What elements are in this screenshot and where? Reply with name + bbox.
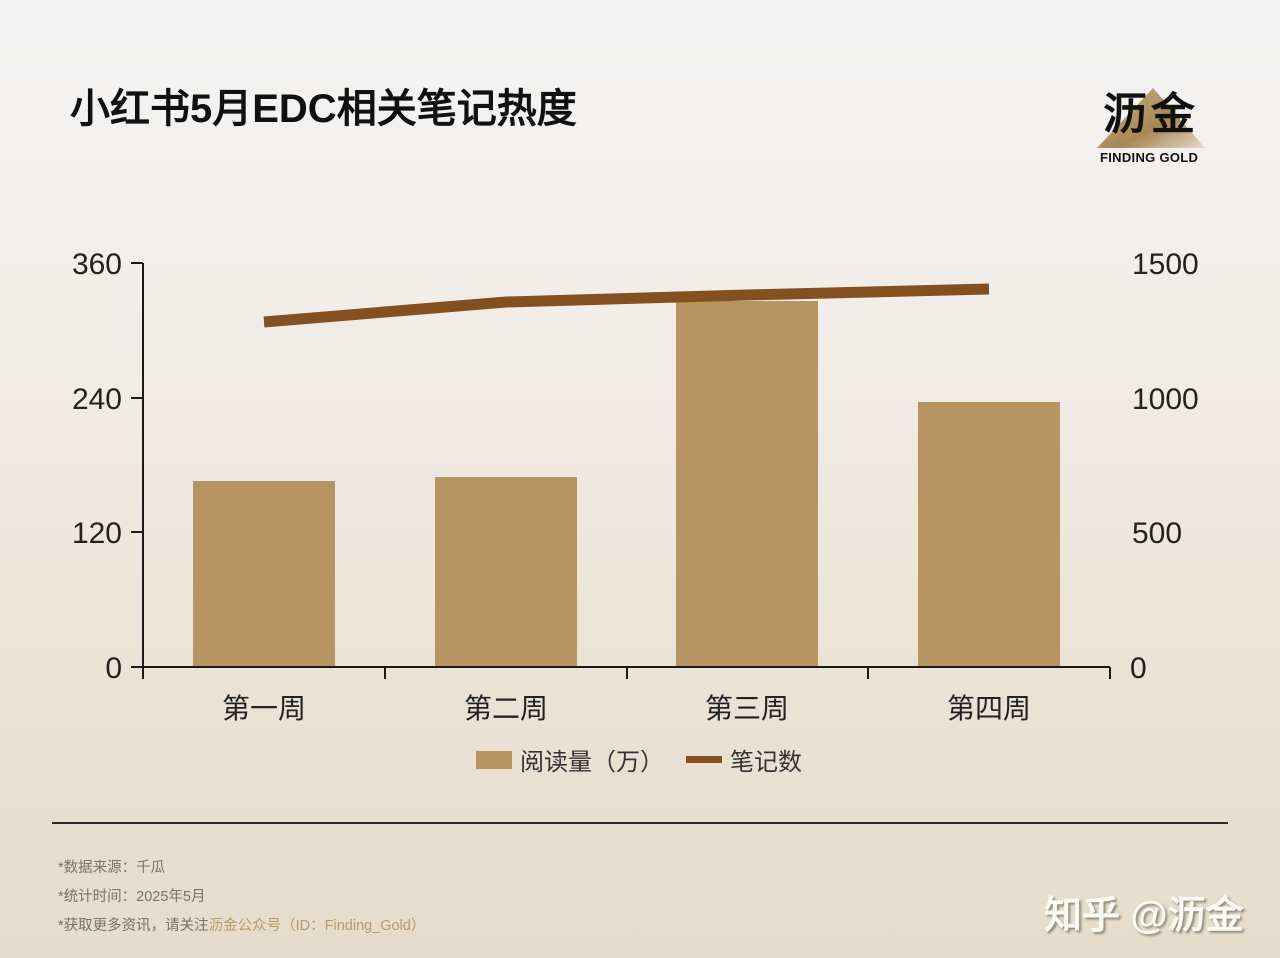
right-tick-label: 0 [1130, 652, 1147, 685]
source-note: *数据来源：千瓜 [58, 860, 166, 876]
chart-legend: 阅读量（万） 笔记数 [476, 742, 802, 777]
logo-subtitle: FINDING GOLD [1100, 150, 1199, 165]
chart-title: 小红书5月EDC相关笔记热度 [70, 87, 577, 131]
bar-series [193, 301, 1060, 667]
x-tick-label: 第四周 [947, 692, 1031, 725]
logo-text: 沥金 [1103, 90, 1199, 139]
bar-week-3 [676, 301, 818, 667]
left-y-axis: 360 240 120 0 [72, 248, 144, 685]
left-tick-label: 360 [72, 248, 122, 281]
x-tick-label: 第一周 [222, 692, 306, 725]
gold-triangle-icon [1097, 88, 1205, 148]
line-series-note-count [263, 283, 990, 328]
combo-chart: 360 240 120 0 1500 1000 500 0 第一周 第二周 第三… [72, 248, 1199, 725]
right-tick-label: 1000 [1132, 383, 1199, 416]
follow-prefix: *获取更多资讯，请关注 [58, 918, 209, 934]
right-tick-label: 500 [1132, 517, 1182, 550]
left-tick-label: 0 [105, 652, 122, 685]
bar-week-4 [918, 402, 1060, 667]
period-note: *统计时间：2025年5月 [58, 889, 206, 905]
legend-bar-swatch [476, 750, 512, 769]
watermark: 知乎 @沥金 [1044, 895, 1244, 937]
legend-line-swatch [686, 756, 722, 763]
x-tick-label: 第三周 [705, 692, 789, 725]
follow-note: *获取更多资讯，请关注沥金公众号（ID：Finding_Gold） [58, 912, 425, 941]
legend-line-label: 笔记数 [730, 749, 802, 776]
bar-week-1 [193, 481, 335, 667]
left-tick-label: 240 [72, 383, 122, 416]
bar-week-2 [435, 477, 577, 667]
brand-logo: 沥金 FINDING GOLD [1095, 76, 1210, 171]
footer-notes: *数据来源：千瓜 *统计时间：2025年5月 *获取更多资讯，请关注沥金公众号（… [58, 854, 425, 941]
right-y-axis: 1500 1000 500 0 [1130, 248, 1199, 685]
right-tick-label: 1500 [1132, 248, 1199, 281]
footer-divider [52, 822, 1228, 824]
left-tick-label: 120 [72, 517, 122, 550]
x-tick-label: 第二周 [464, 692, 548, 725]
follow-highlight: 沥金公众号（ID：Finding_Gold） [208, 918, 426, 934]
legend-bar-label: 阅读量（万） [520, 749, 664, 776]
x-axis: 第一周 第二周 第三周 第四周 [142, 666, 1111, 725]
